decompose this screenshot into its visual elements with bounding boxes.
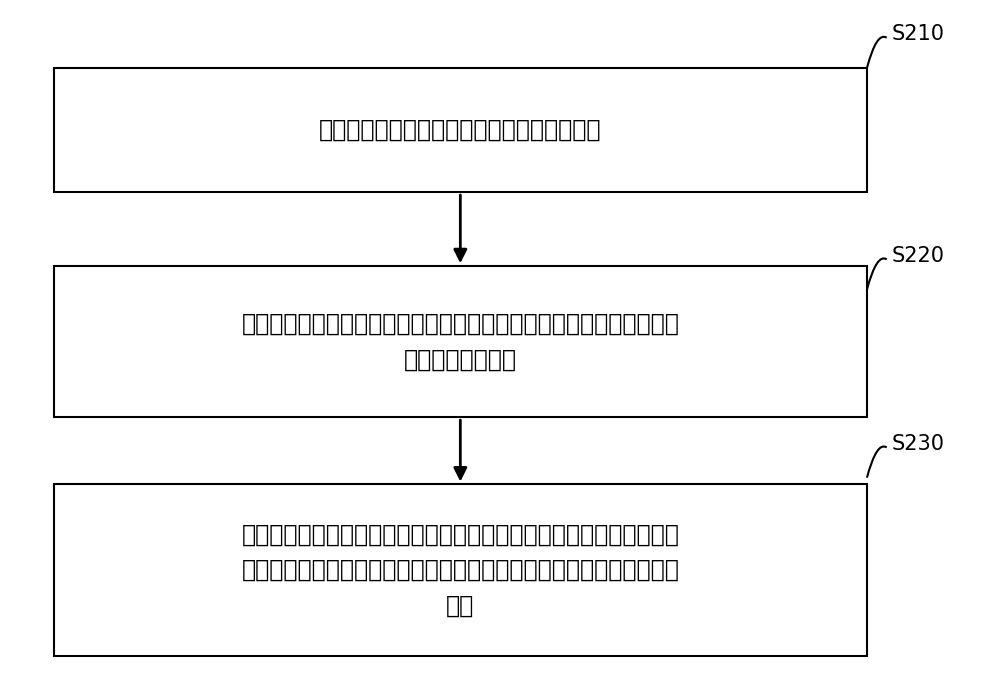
Text: S220: S220 — [892, 246, 945, 266]
FancyBboxPatch shape — [54, 484, 867, 656]
Text: S230: S230 — [892, 434, 945, 454]
Text: S210: S210 — [892, 24, 945, 44]
Text: 将基本性能参数与电芯等效电路模型参数传输给均衡模块；基本性能参
数与电芯等效电路模型参数用于指示均衡模块得到表征电芯特性的特性
参数: 将基本性能参数与电芯等效电路模型参数传输给均衡模块；基本性能参 数与电芯等效电路… — [241, 523, 679, 617]
Text: 对基本性能参数中的开路电压随静置时间变化曲线进行拟合，得到电芯
等效电路模型参数: 对基本性能参数中的开路电压随静置时间变化曲线进行拟合，得到电芯 等效电路模型参数 — [241, 312, 679, 371]
FancyBboxPatch shape — [54, 266, 867, 418]
FancyBboxPatch shape — [54, 68, 867, 192]
Text: 对电芯测试数据进行处理，得到基本性能参数: 对电芯测试数据进行处理，得到基本性能参数 — [319, 118, 602, 142]
